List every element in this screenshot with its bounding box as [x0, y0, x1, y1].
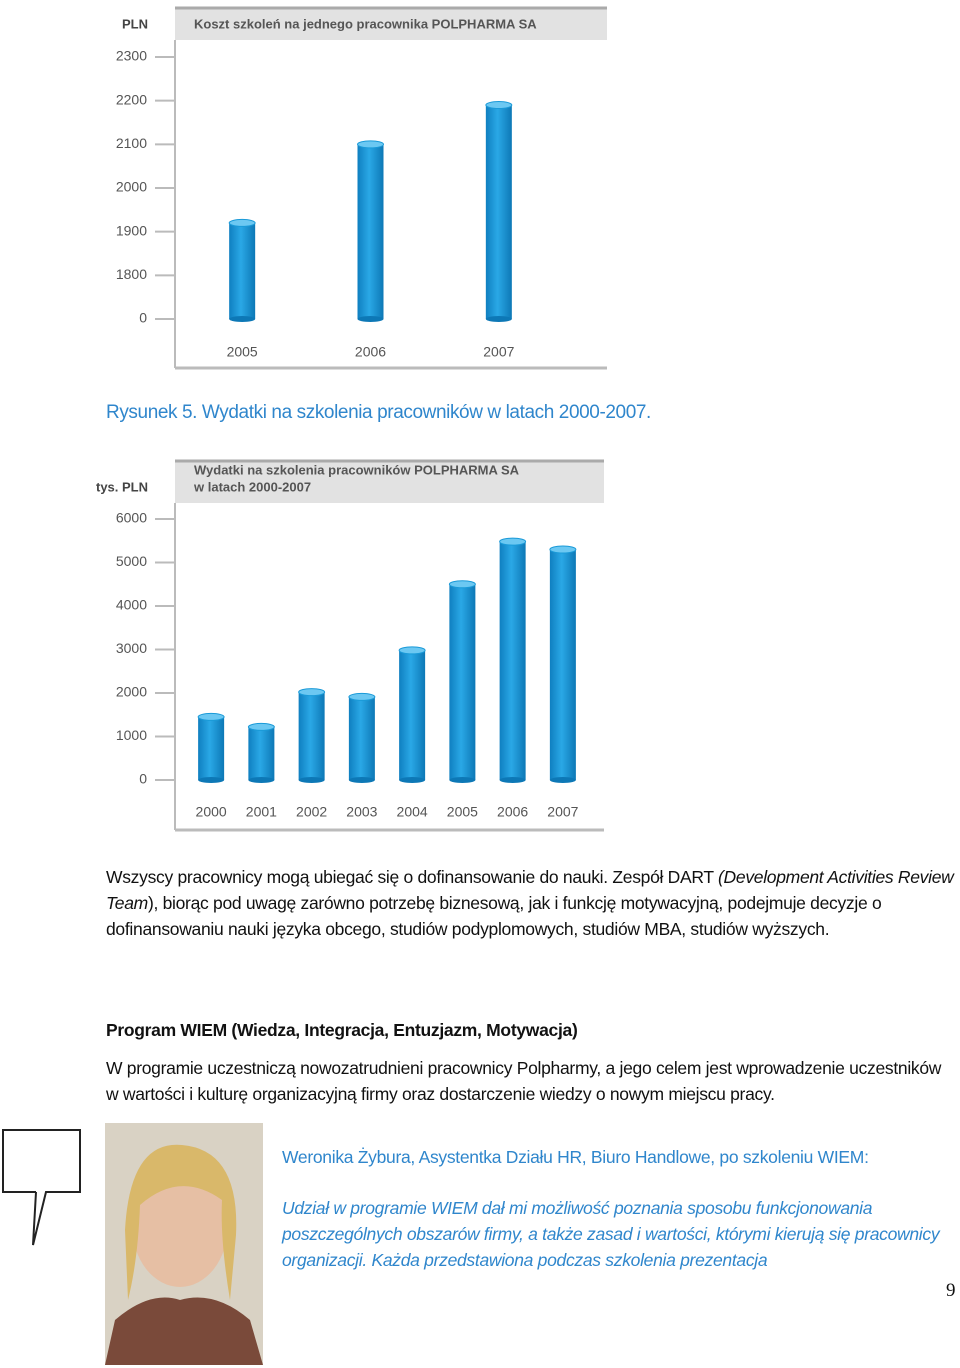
- y-tick-label: 1900: [116, 222, 147, 238]
- x-tick-label: 2001: [246, 804, 277, 820]
- x-tick-label: 2000: [196, 804, 227, 820]
- x-tick-label: 2003: [346, 804, 377, 820]
- x-tick-label: 2006: [355, 344, 386, 360]
- bar: [229, 222, 256, 319]
- speech-bubble: [2, 1129, 81, 1246]
- x-tick-label: 2002: [296, 804, 327, 820]
- x-tick-label: 2005: [447, 804, 478, 820]
- bar-base: [449, 777, 476, 783]
- y-tick-label: 4000: [116, 597, 147, 613]
- bar-cap: [348, 692, 376, 701]
- y-tick-label: 3000: [116, 640, 147, 656]
- photo: [105, 1123, 263, 1365]
- bar-cap: [485, 101, 513, 110]
- x-tick-label: 2007: [547, 804, 578, 820]
- y-tick-label: 5000: [116, 553, 147, 569]
- bar: [549, 549, 576, 780]
- bar-base: [549, 777, 576, 783]
- bar: [449, 584, 476, 780]
- bar-base: [229, 316, 256, 322]
- x-tick-label: 2006: [497, 804, 528, 820]
- paragraph: Wszyscy pracownicy mogą ubiegać się o do…: [106, 864, 956, 942]
- bar-cap: [499, 537, 527, 546]
- y-tick-label: 2000: [116, 179, 147, 195]
- x-tick-label: 2004: [397, 804, 428, 820]
- y-axis-label: tys. PLN: [96, 479, 148, 494]
- y-tick-label: 0: [139, 771, 147, 787]
- chart-title: w latach 2000-2007: [193, 479, 311, 494]
- x-tick-label: 2007: [483, 344, 514, 360]
- heading: Program WIEM (Wiedza, Integracja, Entuzj…: [106, 1020, 578, 1040]
- bar-base: [198, 777, 225, 783]
- x-tick-label: 2005: [227, 344, 258, 360]
- y-tick-label: 2200: [116, 91, 147, 107]
- chart-header: [175, 8, 607, 40]
- y-tick-label: 1000: [116, 727, 147, 743]
- y-tick-label: 2000: [116, 684, 147, 700]
- bar-cap: [228, 218, 256, 227]
- bar: [499, 541, 526, 780]
- bar-cap: [357, 140, 384, 149]
- y-tick-label: 0: [139, 310, 147, 326]
- bar: [348, 696, 375, 780]
- chart-header: [175, 461, 604, 503]
- page-number: 9: [946, 1280, 956, 1301]
- bar-base: [348, 777, 375, 783]
- bar: [357, 144, 384, 319]
- bar-base: [399, 777, 426, 783]
- text: Wszyscy pracownicy mogą ubiegać się o do…: [106, 867, 719, 887]
- bar-base: [485, 316, 512, 322]
- bar-cap: [247, 722, 275, 731]
- bar-base: [248, 777, 275, 783]
- bar: [485, 105, 512, 320]
- bar: [198, 716, 225, 780]
- bar-cap: [448, 580, 476, 589]
- bar-base: [499, 777, 526, 783]
- bar: [248, 726, 275, 780]
- y-tick-label: 6000: [116, 510, 147, 526]
- y-axis-label: PLN: [122, 16, 148, 31]
- bar-base: [298, 777, 325, 783]
- bar-cap: [398, 646, 426, 655]
- figure-caption: Rysunek 5. Wydatki na szkolenia pracowni…: [106, 402, 651, 423]
- text-italic: (Development Activities Review Team: [106, 867, 954, 913]
- paragraph: W programie uczestniczą nowozatrudnieni …: [106, 1058, 942, 1104]
- chart-title: Koszt szkoleń na jednego pracownika POLP…: [194, 16, 537, 31]
- quote-text: Udział w programie WIEM dał mi możliwość…: [282, 1198, 940, 1270]
- text: ), biorąc pod uwagę zarówno potrzebę biz…: [106, 893, 882, 939]
- bar-cap: [549, 545, 577, 554]
- bar-cap: [298, 688, 326, 697]
- bar: [298, 692, 325, 780]
- y-tick-label: 1800: [116, 266, 147, 282]
- y-tick-label: 2100: [116, 135, 147, 151]
- y-tick-label: 2300: [116, 48, 147, 64]
- quote-author: Weronika Żybura, Asystentka Działu HR, B…: [282, 1147, 869, 1167]
- bar-base: [357, 316, 384, 322]
- bar: [399, 650, 426, 780]
- bar-cap: [197, 712, 225, 721]
- chart-title: Wydatki na szkolenia pracowników POLPHAR…: [194, 462, 520, 477]
